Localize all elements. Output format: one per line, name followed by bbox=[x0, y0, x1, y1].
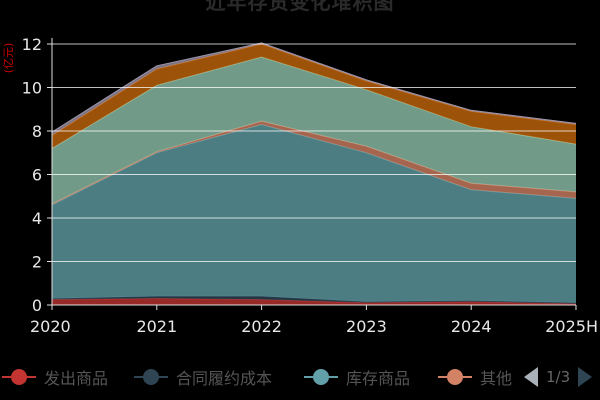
legend-item-3[interactable]: 库存商品 bbox=[304, 362, 410, 392]
y-tick-label: 12 bbox=[22, 35, 42, 54]
legend-item-4[interactable]: 其他 bbox=[438, 362, 512, 392]
legend-item-1[interactable]: 发出商品 bbox=[2, 362, 108, 392]
y-tick-label: 0 bbox=[32, 296, 42, 315]
area-series-group bbox=[51, 42, 577, 305]
y-tick-label: 10 bbox=[22, 79, 42, 98]
legend-item-2[interactable]: 合同履约成本 bbox=[134, 362, 272, 392]
legend-label: 其他 bbox=[480, 369, 513, 388]
legend-marker-icon bbox=[304, 369, 338, 385]
page-indicator: 1/3 bbox=[546, 368, 571, 386]
legend-marker-icon bbox=[2, 369, 36, 385]
area-series-1 bbox=[52, 298, 576, 305]
x-tick-label: 2024 bbox=[451, 317, 492, 336]
x-tick-label: 2023 bbox=[346, 317, 387, 336]
legend-marker-icon bbox=[438, 369, 472, 385]
y-tick-label: 6 bbox=[32, 166, 42, 185]
x-tick-label: 2021 bbox=[136, 317, 177, 336]
series-line-7 bbox=[51, 42, 577, 133]
x-tick-label: 2020 bbox=[30, 317, 71, 336]
prev-page-icon[interactable] bbox=[524, 367, 538, 387]
next-page-icon[interactable] bbox=[578, 367, 593, 387]
area-series-4 bbox=[52, 121, 576, 205]
y-tick-label: 8 bbox=[32, 122, 42, 141]
legend-label: 库存商品 bbox=[346, 369, 411, 388]
x-tick-label: 2022 bbox=[241, 317, 282, 336]
gridlines bbox=[52, 43, 576, 262]
area-series-5 bbox=[52, 57, 576, 204]
axes: 0 2 4 6 8 10 12 2020 2021 2022 2023 2024 2025H bbox=[22, 35, 598, 336]
legend-marker-icon bbox=[134, 369, 168, 385]
legend-pager: 1/3 bbox=[524, 362, 593, 392]
area-series-3 bbox=[52, 124, 576, 303]
y-axis-label: (亿元) bbox=[2, 43, 15, 74]
y-tick-label: 4 bbox=[32, 209, 42, 228]
legend-label: 合同履约成本 bbox=[176, 369, 273, 388]
y-tick-label: 2 bbox=[32, 253, 42, 272]
area-series-2 bbox=[52, 296, 576, 304]
chart-title: 近年存货变化堆积图 bbox=[205, 0, 395, 14]
stacked-area-chart: 0 2 4 6 8 10 12 2020 2021 2022 2023 2024 2025H (亿元) bbox=[2, 35, 598, 336]
legend: 发出商品 合同履约成本 库存商品 其他 1/3 bbox=[0, 362, 600, 392]
legend-label: 发出商品 bbox=[44, 369, 109, 388]
x-tick-label: 2025H bbox=[545, 317, 598, 336]
area-series-6 bbox=[52, 44, 576, 149]
